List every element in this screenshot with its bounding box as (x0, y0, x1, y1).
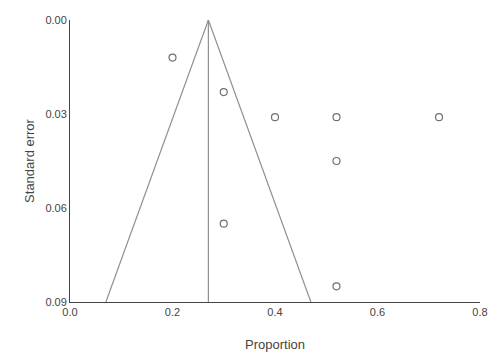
svg-text:0.00: 0.00 (45, 14, 66, 26)
svg-text:Standard error: Standard error (22, 118, 37, 202)
svg-text:0.03: 0.03 (45, 108, 66, 120)
svg-text:0.09: 0.09 (45, 296, 66, 308)
svg-text:0.0: 0.0 (62, 306, 77, 318)
svg-text:Proportion: Proportion (245, 337, 305, 352)
svg-text:0.8: 0.8 (472, 306, 487, 318)
svg-text:0.2: 0.2 (165, 306, 180, 318)
svg-text:0.06: 0.06 (45, 202, 66, 214)
svg-text:0.6: 0.6 (370, 306, 385, 318)
svg-text:0.4: 0.4 (267, 306, 282, 318)
